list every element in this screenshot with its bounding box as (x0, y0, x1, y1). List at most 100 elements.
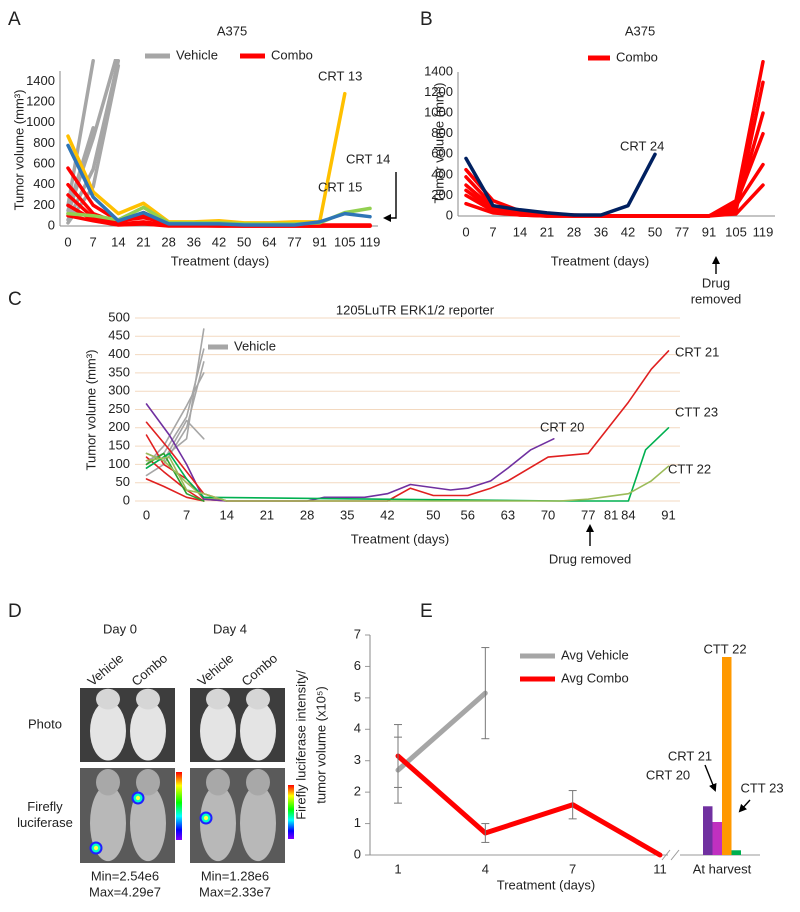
axis-break (670, 849, 680, 861)
mouse (130, 688, 166, 761)
y-tick-label: 200 (33, 197, 55, 212)
y-tick-label: 7 (354, 626, 361, 641)
x-tick-label: 7 (90, 234, 97, 249)
y-tick-label: 600 (33, 155, 55, 170)
line-label: CRT 13 (318, 68, 362, 83)
panel-letter: D (8, 601, 22, 622)
bar-label: CRT 20 (646, 767, 690, 782)
line-label: CRT 24 (620, 138, 664, 153)
bar (703, 806, 713, 855)
y-tick-label: 300 (108, 383, 130, 398)
series-line (464, 60, 765, 218)
x-tick-label: 28 (300, 507, 314, 522)
x-tick-label: 77 (287, 234, 301, 249)
x-tick-label: 105 (334, 234, 356, 249)
highlighted-line (145, 456, 670, 502)
x-tick-label: 91 (312, 234, 326, 249)
y-axis-label: tumor volume (x10⁵) (313, 686, 328, 803)
series-line (145, 372, 205, 466)
mouse (90, 688, 126, 761)
x-tick-label: 42 (621, 224, 635, 239)
mouse-body (130, 701, 166, 761)
x-tick-label: 21 (136, 234, 150, 249)
highlighted-line (66, 143, 372, 227)
day-label: Day 4 (213, 621, 247, 636)
mouse-body (240, 701, 276, 761)
series-line (464, 131, 765, 218)
color-scale (176, 772, 182, 840)
row-label: luciferase (17, 815, 73, 830)
chart-panel: C 1205LuTR ERK1/2 reporter 0 50 100 150 200 250… (8, 289, 719, 566)
mouse (200, 688, 236, 761)
mouse-head (206, 768, 230, 796)
series-line (66, 59, 95, 208)
mouse-body (240, 785, 276, 862)
panel-letter: E (420, 601, 433, 622)
x-tick-label: 84 (621, 507, 635, 522)
y-tick-label: 800 (431, 125, 453, 140)
highlighted-line (145, 427, 670, 502)
x-tick-label: 77 (581, 507, 595, 522)
legend-label: Vehicle (176, 47, 218, 62)
x-tick-label: 91 (661, 507, 675, 522)
highlighted-line (464, 152, 657, 217)
panel-letter: C (8, 289, 22, 310)
plot-area (66, 59, 372, 228)
scale-range: Max=2.33e7 (199, 884, 271, 899)
error-bar (481, 823, 490, 843)
y-tick-label: 600 (431, 146, 453, 161)
combo-line (145, 456, 205, 502)
mouse (240, 688, 276, 761)
x-tick-label: 63 (501, 507, 515, 522)
x-tick-label: 0 (64, 234, 71, 249)
scale-range: Min=1.28e6 (201, 868, 269, 883)
x-tick-label: 0 (462, 224, 469, 239)
x-axis-label: Treatment (days) (497, 877, 596, 892)
x-tick-label: 36 (187, 234, 201, 249)
y-tick-label: 5 (354, 689, 361, 704)
y-tick-label: 250 (108, 401, 130, 416)
x-tick-label: 14 (111, 234, 125, 249)
y-tick-label: 500 (108, 309, 130, 324)
x-tick-label: 81 (604, 507, 618, 522)
x-tick-label: 119 (360, 234, 381, 249)
y-tick-label: 4 (354, 721, 361, 736)
combo-line (145, 478, 205, 502)
signal (135, 795, 141, 801)
chart-panel: B A375 0 200 400 600 800 1000 1200 1400 0 7 14 21 28 36… (420, 9, 775, 306)
x-tick-label: 14 (513, 224, 527, 239)
y-axis-label: Tumor volume (mm³) (431, 83, 446, 204)
x-tick-label: 1 (394, 861, 401, 876)
arrow (738, 799, 751, 813)
bar (712, 822, 722, 855)
day-label: Day 0 (103, 621, 137, 636)
x-tick-label: 42 (212, 234, 226, 249)
bar-label: CRT 21 (668, 748, 712, 763)
y-tick-label: 0 (123, 492, 130, 507)
x-tick-label: 42 (380, 507, 394, 522)
x-axis-label: Treatment (days) (551, 253, 650, 268)
row-label: Firefly (27, 799, 63, 814)
annotation: Drug removed (549, 551, 631, 566)
y-tick-label: 50 (116, 474, 130, 489)
y-tick-label: 450 (108, 328, 130, 343)
mouse (90, 768, 126, 862)
y-tick-label: 3 (354, 752, 361, 767)
x-tick-label: 0 (143, 507, 150, 522)
mouse-head (246, 768, 270, 796)
y-tick-label: 1400 (424, 63, 453, 78)
y-tick-label: 1200 (424, 84, 453, 99)
mouse-head (206, 688, 230, 710)
x-tick-label: 70 (541, 507, 555, 522)
series-line (464, 111, 765, 218)
x-tick-label: 105 (725, 224, 747, 239)
legend-label: Avg Combo (561, 670, 629, 685)
chart-panel: A A375 0 200 400 600 800 1000 1200 1400 0 7 14 21 28 36… (8, 9, 390, 268)
mouse-head (96, 688, 120, 710)
error-bar (394, 724, 402, 788)
legend-label: Combo (271, 47, 313, 62)
x-tick-label: 91 (702, 224, 716, 239)
y-tick-label: 400 (108, 346, 130, 361)
highlighted-line (145, 350, 670, 502)
y-tick-label: 800 (33, 135, 55, 150)
